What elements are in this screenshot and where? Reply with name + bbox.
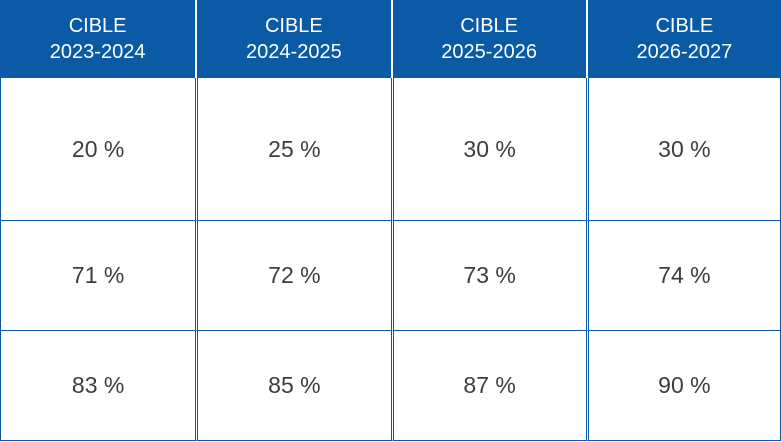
table-cell: 85 %	[195, 331, 391, 441]
table-body: 20 % 25 % 30 % 30 % 71 % 72 % 73 % 74 % …	[0, 78, 781, 441]
header-label: CIBLE	[460, 15, 519, 37]
table-cell: 72 %	[195, 221, 391, 331]
table-cell: 83 %	[0, 331, 196, 441]
header-year: 2026-2027	[636, 41, 733, 63]
table-header: CIBLE 2023-2024 CIBLE 2024-2025 CIBLE 20…	[0, 0, 781, 78]
table-cell: 90 %	[585, 331, 781, 441]
table-cell: 87 %	[390, 331, 586, 441]
header-year: 2023-2024	[49, 41, 146, 63]
table-cell: 71 %	[0, 221, 196, 331]
table-cell: 30 %	[390, 78, 586, 221]
header-label: CIBLE	[264, 15, 323, 37]
table-cell: 20 %	[0, 78, 196, 221]
table-row: 83 % 85 % 87 % 90 %	[0, 331, 781, 441]
header-year: 2025-2026	[441, 41, 537, 63]
table-row: 20 % 25 % 30 % 30 %	[0, 78, 781, 221]
header-row: CIBLE 2023-2024 CIBLE 2024-2025 CIBLE 20…	[0, 0, 781, 78]
header-cell-2026-2027: CIBLE 2026-2027	[585, 0, 781, 78]
table-cell: 74 %	[585, 221, 781, 331]
table-cell: 25 %	[195, 78, 391, 221]
header-cell-2024-2025: CIBLE 2024-2025	[195, 0, 391, 78]
header-label: CIBLE	[655, 15, 714, 37]
table-cell: 73 %	[390, 221, 586, 331]
header-label: CIBLE	[68, 15, 127, 37]
header-year: 2024-2025	[246, 41, 342, 63]
table-cell: 30 %	[585, 78, 781, 221]
header-cell-2023-2024: CIBLE 2023-2024	[0, 0, 196, 78]
header-cell-2025-2026: CIBLE 2025-2026	[390, 0, 586, 78]
table-row: 71 % 72 % 73 % 74 %	[0, 221, 781, 331]
